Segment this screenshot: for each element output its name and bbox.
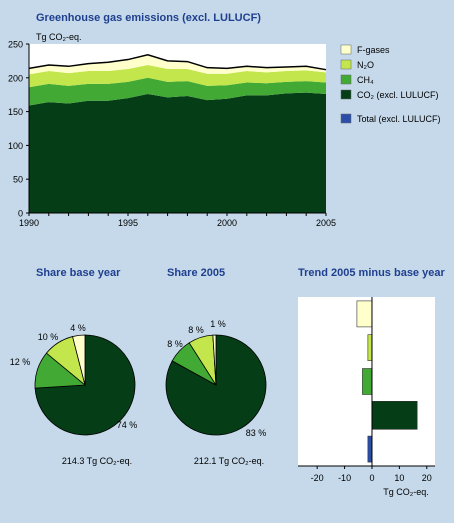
pie-base-slice-label: 12 % bbox=[10, 357, 31, 367]
area-legend-swatch bbox=[340, 89, 352, 100]
area-y-tick-label: 250 bbox=[8, 40, 23, 50]
pie-2005-slice-label: 8 % bbox=[167, 339, 183, 349]
area-y-tick-label: 150 bbox=[8, 107, 23, 117]
area-legend-label: N₂O bbox=[357, 60, 374, 70]
area-y-tick-label: 50 bbox=[13, 175, 23, 185]
area-legend-swatch bbox=[340, 44, 352, 55]
area-series-0 bbox=[29, 92, 326, 213]
trend-bar-2 bbox=[362, 368, 373, 395]
area-legend-label: CH₄ bbox=[357, 75, 374, 85]
area-legend-swatch bbox=[340, 74, 352, 85]
trend-bar-1 bbox=[367, 334, 373, 362]
trend-x-tick-label: 0 bbox=[369, 473, 374, 483]
area-series-2 bbox=[29, 64, 326, 88]
pie-base-slice-label: 4 % bbox=[70, 323, 86, 333]
pie-base-title: Share base year bbox=[36, 267, 121, 279]
pie-2005-caption: 212.1 Tg CO₂-eq. bbox=[194, 456, 264, 466]
trend-bar-0 bbox=[356, 300, 373, 328]
pie-2005-title: Share 2005 bbox=[167, 267, 226, 279]
area-legend-label: F-gases bbox=[357, 45, 390, 55]
area-legend-swatch bbox=[340, 59, 352, 70]
area-total-line bbox=[28, 54, 327, 71]
area-series-1 bbox=[29, 77, 326, 106]
area-y-tick-label: 100 bbox=[8, 141, 23, 151]
trend-bar-4 bbox=[367, 435, 373, 463]
area-x-tick-label: 2000 bbox=[217, 218, 237, 228]
trend-bar-3 bbox=[371, 400, 418, 430]
main-chart-title: Greenhouse gas emissions (excl. LULUCF) bbox=[36, 12, 261, 24]
trend-x-tick-label: 10 bbox=[394, 473, 404, 483]
area-legend-swatch bbox=[340, 113, 352, 124]
area-unit-label: Tg CO₂-eq. bbox=[36, 32, 82, 42]
area-x-tick-label: 2005 bbox=[316, 218, 336, 228]
area-series-3 bbox=[29, 54, 326, 75]
area-y-tick-label: 200 bbox=[8, 73, 23, 83]
pie-base-slice-label: 74 % bbox=[117, 420, 138, 430]
pie-2005-slice-3 bbox=[212, 334, 217, 386]
pie-base-slice-label: 10 % bbox=[38, 332, 59, 342]
area-x-tick-label: 1990 bbox=[19, 218, 39, 228]
area-legend-label: CO₂ (excl. LULUCF) bbox=[357, 90, 439, 100]
trend-x-axis-label: Tg CO₂-eq. bbox=[383, 487, 429, 497]
pie-base-caption: 214.3 Tg CO₂-eq. bbox=[62, 456, 132, 466]
trend-x-tick-label: -10 bbox=[338, 473, 351, 483]
trend-x-tick-label: -20 bbox=[311, 473, 324, 483]
pie-2005-slice-label: 83 % bbox=[246, 428, 267, 438]
area-x-tick-label: 1995 bbox=[118, 218, 138, 228]
pie-2005-slice-label: 8 % bbox=[188, 325, 204, 335]
area-legend-label: Total (excl. LULUCF) bbox=[357, 114, 441, 124]
pie-base-slice-3 bbox=[72, 334, 86, 386]
trend-title: Trend 2005 minus base year bbox=[298, 267, 445, 279]
pie-2005-slice-label: 1 % bbox=[210, 319, 226, 329]
trend-x-tick-label: 20 bbox=[422, 473, 432, 483]
area-y-tick-label: 0 bbox=[18, 209, 23, 219]
